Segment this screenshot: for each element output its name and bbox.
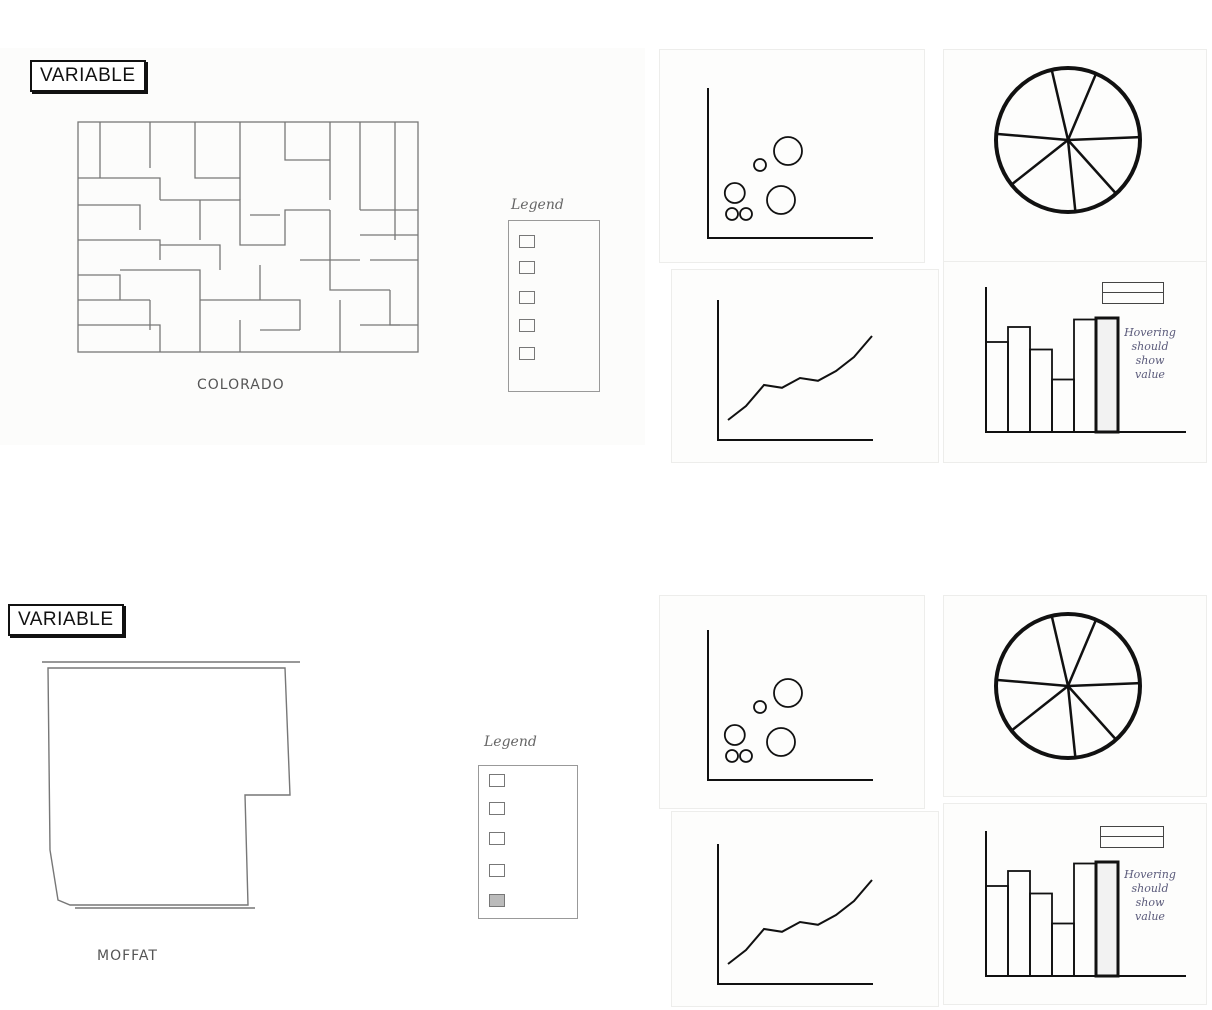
pie-slice-edge	[1067, 135, 1140, 142]
bar	[1029, 892, 1053, 977]
scatter-axes	[707, 88, 873, 239]
pie-slice-edge	[1066, 139, 1077, 212]
pie-slice-edge	[1066, 619, 1098, 687]
scatter-point	[739, 749, 753, 763]
map-label: COLORADO	[197, 377, 285, 393]
pie-slice-edge	[1067, 685, 1117, 741]
note-line: should	[1131, 340, 1169, 353]
legend-swatch-3[interactable]	[489, 832, 505, 845]
legend-swatch-1[interactable]	[519, 235, 535, 248]
pie-slice-edge	[1067, 681, 1140, 688]
bar-card-1	[944, 262, 1206, 462]
note-line: Hovering	[1124, 868, 1176, 881]
pie-slice-edge	[996, 132, 1069, 142]
legend-swatch-1[interactable]	[489, 774, 505, 787]
variable-button[interactable]: VARIABLE	[30, 60, 146, 92]
pie-slice-edge	[996, 678, 1069, 688]
legend	[508, 220, 600, 392]
bar	[1007, 870, 1031, 977]
note-line: should	[1131, 882, 1169, 895]
hover-note-1: Hovering should show value	[1124, 326, 1176, 382]
bar	[1051, 922, 1075, 977]
line-axes	[717, 300, 873, 441]
note-line: value	[1135, 910, 1165, 923]
hover-tooltip-2	[1100, 826, 1164, 848]
pie-slice-edge	[1067, 139, 1117, 195]
line-axes	[717, 844, 873, 985]
legend	[478, 765, 578, 919]
scatter-point	[739, 207, 753, 221]
bar	[1094, 860, 1120, 978]
pie-outline	[994, 612, 1142, 760]
pie-slice-edge	[1050, 615, 1070, 687]
pie-slice-edge	[1050, 69, 1070, 141]
frame-1-map-panel	[0, 48, 645, 445]
legend-swatch-5[interactable]	[489, 894, 505, 907]
line-series	[727, 335, 873, 421]
line-series	[727, 879, 873, 965]
map-label: MOFFAT	[97, 948, 158, 964]
legend-swatch-5[interactable]	[519, 347, 535, 360]
scatter-point	[753, 158, 767, 172]
line-card-2	[672, 812, 938, 1006]
hover-tooltip-1	[1102, 282, 1164, 304]
scatter-point	[766, 185, 796, 215]
legend-swatch-3[interactable]	[519, 291, 535, 304]
scatter-axes	[707, 630, 873, 781]
line-card-1	[672, 270, 938, 462]
bar	[985, 885, 1009, 977]
bar-card-2	[944, 804, 1206, 1004]
scatter-point	[773, 136, 803, 166]
hover-note-2: Hovering should show value	[1124, 868, 1176, 924]
scatter-point	[723, 724, 746, 746]
pie-slice-edge	[1066, 685, 1077, 758]
scatter-point	[725, 749, 739, 763]
note-line: value	[1135, 368, 1165, 381]
pie-outline	[994, 66, 1142, 214]
legend-title: Legend	[511, 197, 564, 213]
pie-card-2	[944, 596, 1206, 796]
scatter-point	[753, 700, 767, 714]
variable-button[interactable]: VARIABLE	[8, 604, 124, 636]
bar	[1073, 862, 1097, 977]
bar	[1094, 316, 1120, 434]
legend-swatch-4[interactable]	[519, 319, 535, 332]
legend-title: Legend	[484, 734, 537, 750]
scatter-point	[773, 678, 803, 708]
note-line: Hovering	[1124, 326, 1176, 339]
note-line: show	[1135, 354, 1165, 367]
pie-slice-edge	[1066, 73, 1098, 141]
scatter-point	[725, 207, 739, 221]
scatter-card-1	[660, 50, 924, 262]
legend-swatch-2[interactable]	[489, 802, 505, 815]
note-line: show	[1135, 896, 1165, 909]
legend-swatch-2[interactable]	[519, 261, 535, 274]
pie-slice-edge	[1010, 685, 1069, 732]
scatter-point	[723, 182, 746, 204]
pie-card-1	[944, 50, 1206, 262]
scatter-point	[766, 727, 796, 757]
scatter-card-2	[660, 596, 924, 808]
pie-slice-edge	[1010, 139, 1069, 186]
legend-swatch-4[interactable]	[489, 864, 505, 877]
